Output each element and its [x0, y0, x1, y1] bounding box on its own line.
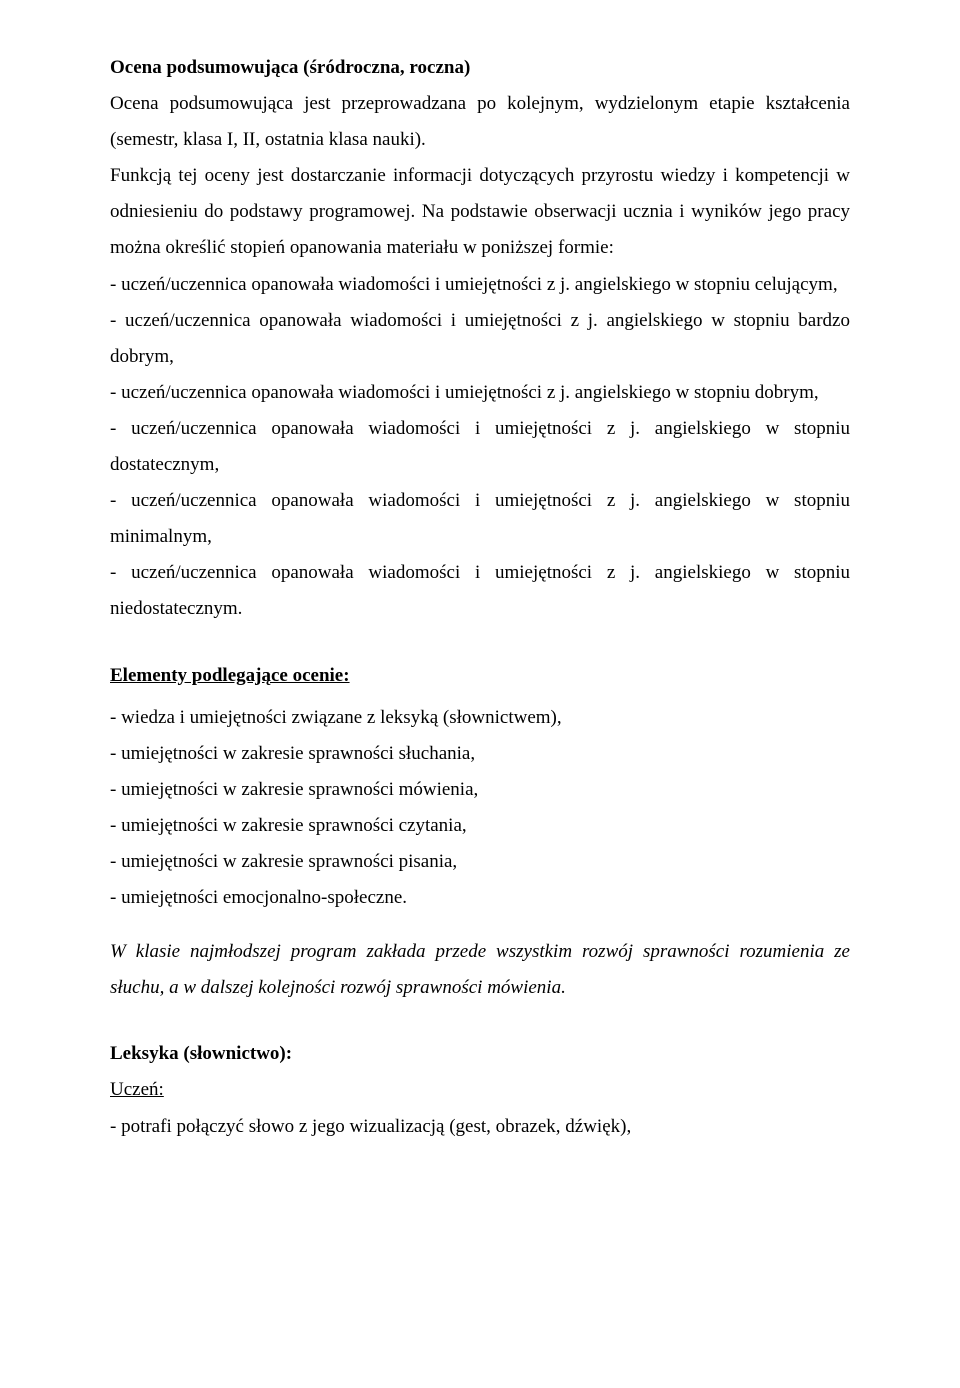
section2-item-4: - umiejętności w zakresie sprawności pis…: [110, 844, 850, 880]
section1-item-2: - uczeń/uczennica opanowała wiadomości i…: [110, 375, 850, 411]
section2-italic-note: W klasie najmłodszej program zakłada prz…: [110, 934, 850, 1006]
section1-item-0: - uczeń/uczennica opanowała wiadomości i…: [110, 267, 850, 303]
section2-item-2: - umiejętności w zakresie sprawności mów…: [110, 772, 850, 808]
section2-title: Elementy podlegające ocenie:: [110, 658, 850, 694]
section1-item-4: - uczeń/uczennica opanowała wiadomości i…: [110, 483, 850, 555]
document-page: Ocena podsumowująca (śródroczna, roczna)…: [0, 0, 960, 1388]
section2-item-5: - umiejętności emocjonalno-społeczne.: [110, 880, 850, 916]
section2-item-1: - umiejętności w zakresie sprawności słu…: [110, 736, 850, 772]
section2-item-3: - umiejętności w zakresie sprawności czy…: [110, 808, 850, 844]
section3-title: Leksyka (słownictwo):: [110, 1036, 850, 1072]
section2-item-0: - wiedza i umiejętności związane z leksy…: [110, 700, 850, 736]
section1-para2: Funkcją tej oceny jest dostarczanie info…: [110, 158, 850, 266]
section1-item-1: - uczeń/uczennica opanowała wiadomości i…: [110, 303, 850, 375]
section1-para1: Ocena podsumowująca jest przeprowadzana …: [110, 86, 850, 158]
section3-item: - potrafi połączyć słowo z jego wizualiz…: [110, 1109, 850, 1145]
section1-item-5: - uczeń/uczennica opanowała wiadomości i…: [110, 555, 850, 627]
section1-item-3: - uczeń/uczennica opanowała wiadomości i…: [110, 411, 850, 483]
section1-title: Ocena podsumowująca (śródroczna, roczna): [110, 50, 850, 86]
section3-sub: Uczeń:: [110, 1072, 850, 1108]
